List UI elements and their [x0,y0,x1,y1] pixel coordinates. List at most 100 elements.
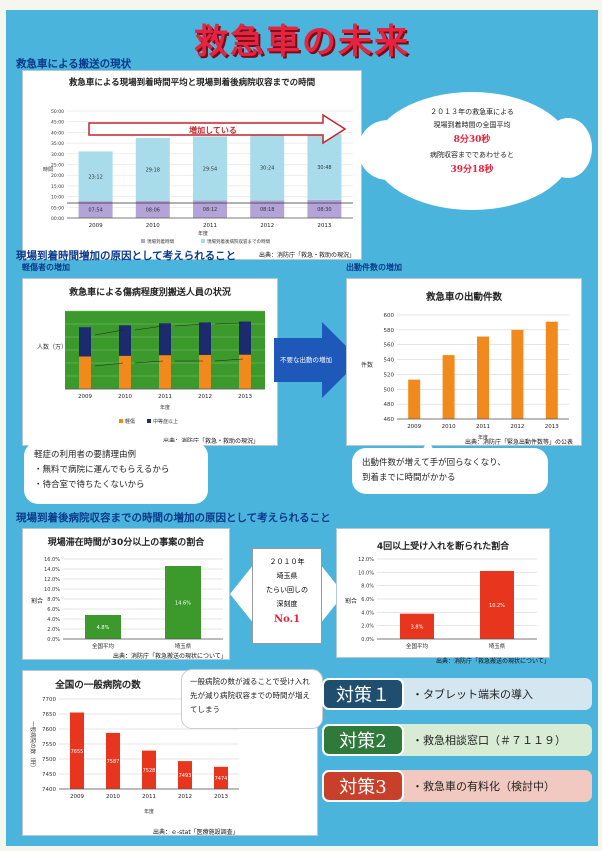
y-tick-label: 0.0% [47,637,60,643]
chart3-svg: 460 480 500 520 540 560 580 600 2009 2010 2011 2012… [361,313,569,441]
chart4-title: 現場滞在時間が30分以上の事案の割合 [47,538,205,548]
bar [142,750,156,789]
bar [250,200,285,218]
x-tick-label: 2012 [510,424,524,430]
bar [119,355,131,389]
chart3-source: 出典：消防庁「緊急出動件数等」の公表 [465,439,574,446]
chart4-source: 出典：消防庁「救急搬送の現状について」 [113,653,227,660]
bar [193,136,227,201]
box-line-3: たらい回しの [266,586,308,594]
y-tick-label: 2.0% [361,624,374,630]
y-tick-label: 30:00 [51,152,64,158]
bar [239,321,251,355]
bar-label: 08:12 [203,207,217,213]
measure-3-label: 対策3 [322,770,404,802]
bar-label: 7493 [179,773,192,779]
bar-label: 7655 [71,749,84,755]
y-tick-label: 25:00 [51,163,64,169]
x-tick-label: 2012 [178,794,192,800]
connector-line [134,360,164,364]
y-tick-label: 7650 [42,712,56,718]
x-tick-label: 2009 [407,424,421,430]
measure-2: 対策2 ・救急相談窓口（＃７１１９） [322,724,592,756]
measure-2-text: ・救急相談窓口（＃７１１９） [412,734,566,747]
x-tick-label: 2013 [545,424,559,430]
y-tick-label: 7600 [42,727,56,733]
cloud-value-2: 39分18秒 [450,165,494,175]
x-tick-label: 埼玉県 [489,642,506,650]
bar-label: 30:48 [317,165,331,171]
cloud-line-1: ２０１３年の救急車による [430,108,514,116]
y-tick-label: 480 [384,402,395,408]
bar [307,199,342,218]
cloud-puff [358,120,418,180]
y-tick-label: 460 [384,417,395,423]
y-tick-label: 16.0% [44,557,60,563]
chart2-source: 出典：消防庁「救急・救助の現況」 [163,438,260,445]
bar [214,766,228,789]
box-line-4: 深刻度 [276,600,298,608]
y-axis-label: 件数 [361,361,373,369]
section-heading-2: 現場到着時間増加の原因として考えられること [16,250,237,262]
bar [119,325,131,356]
bar-label: 4.8% [97,625,110,631]
bar-label: 23:12 [88,174,102,180]
y-tick-label: 4.0% [361,610,374,616]
y-tick-label: 560 [384,343,395,349]
bar [78,201,113,218]
poster: 救急車の未来 救急車による搬送の現状 救急車による現場到着時間平均と現場到着後病… [6,10,598,846]
x-tick-label: 2011 [476,424,490,430]
bar [307,133,342,200]
chart6-svg: 7400 7450 7500 7550 7600 7650 7700 2009 7655 2010… [29,697,239,815]
bar-label: 29:18 [146,167,160,173]
measure-2-label: 対策2 [322,724,404,756]
measure-1-text: ・タブレット端末の導入 [412,688,533,701]
callout-line: 到着までに時間がかかる [362,473,456,483]
y-tick-label: 7400 [42,787,56,793]
bar-label: 10.2% [489,603,505,609]
bar [199,322,211,355]
chart2-title: 救急車による傷病程度別搬送人員の状況 [69,288,231,298]
chart6-title: 全国の一般病院の数 [55,680,141,691]
legend-swatch [141,239,145,243]
cloud-line-3: 病院収容までであわせると [430,151,514,159]
measure-1: 対策１ ・タブレット端末の導入 [322,678,592,710]
bar [480,571,514,639]
arrow-label: 不要な出動の増加 [280,356,332,364]
box-line-2: 埼玉県 [276,572,298,580]
bar [106,732,120,789]
y-tick-label: 4.0% [47,617,60,623]
right-arrow-icon [274,322,360,398]
y-tick-label: 20:00 [51,173,64,179]
y-tick-label: 15:00 [51,184,64,190]
y-axis-label: 時間 [43,167,53,173]
measure-3-text: ・救急車の有料化（検討中） [412,780,555,793]
measure-3: 対策3 ・救急車の有料化（検討中） [322,770,592,802]
legend-label: 現場到着時間 [147,238,174,245]
bar-label: 7474 [215,776,228,782]
cloud-value-1: 8分30秒 [453,135,491,145]
chart4-panel: 現場滞在時間が30分以上の事案の割合 0.0% 2.0% 4.0% 6.0% 8.0% 1… [22,528,230,660]
bar [85,615,121,639]
x-axis-label: 年度 [144,808,154,815]
x-axis-label: 年度 [160,404,170,411]
bar [511,329,524,419]
section-heading-1: 救急車による搬送の現状 [16,58,132,70]
legend-swatch [119,419,123,423]
x-tick-label: 2011 [158,394,172,400]
y-tick-label: 10.0% [44,587,60,593]
y-tick-label: 8.0% [47,597,60,603]
bar-label: 3.8% [411,624,424,630]
legend-swatch [201,239,205,243]
connector-line [174,323,204,327]
y-tick-label: 7500 [42,757,56,763]
bar [545,321,558,419]
y-tick-label: 40:00 [51,130,64,136]
x-tick-label: 2010 [106,794,120,800]
chart1-svg: 00:00 05:00 10:00 15:00 20:00 25:00 30:00 35:00… [43,109,353,245]
y-tick-label: 500 [384,387,395,393]
x-tick-label: 2009 [78,394,92,400]
y-tick-label: 7700 [42,697,56,703]
y-tick-label: 05:00 [51,205,64,211]
y-tick-label: 7450 [42,772,56,778]
